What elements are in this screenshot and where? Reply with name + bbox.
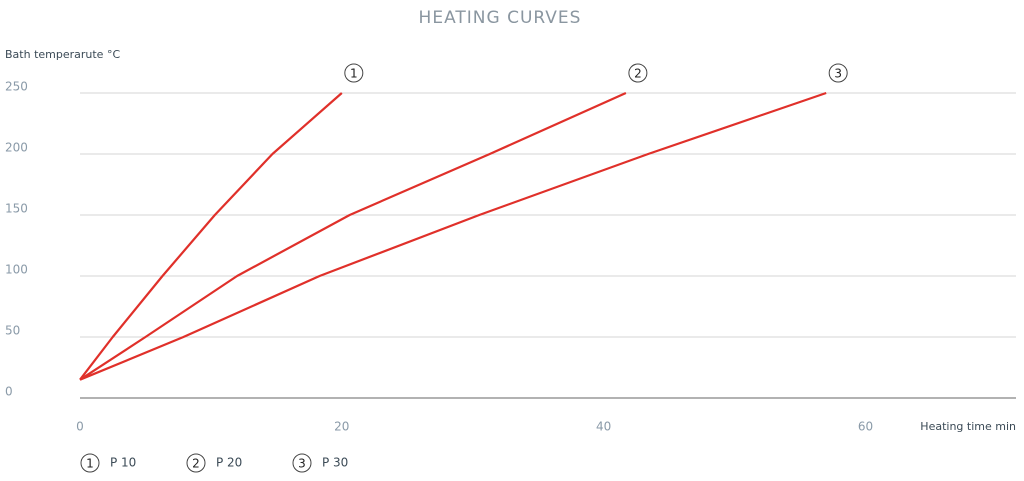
y-tick-label: 50 <box>5 324 20 338</box>
y-tick-label: 200 <box>5 141 28 155</box>
line <box>79 91 627 381</box>
curve-label: 1 <box>350 67 358 81</box>
y-tick-label: 150 <box>5 202 28 216</box>
x-axis-label: Heating time min <box>920 420 1016 433</box>
line <box>79 91 827 381</box>
legend-marker-circle <box>292 453 312 473</box>
curve-label: 2 <box>634 67 642 81</box>
legend-label: P 10 <box>110 456 136 470</box>
y-tick-label: 100 <box>5 263 28 277</box>
curve-label-circle <box>628 63 648 83</box>
x-tick-label: 20 <box>334 420 349 434</box>
chart-title: HEATING CURVES <box>419 8 582 28</box>
curve-label: 3 <box>834 67 842 81</box>
y-tick-label: 0 <box>5 385 13 399</box>
y-tick-label: 250 <box>5 80 28 94</box>
curve-label-circle <box>828 63 848 83</box>
y-axis-label: Bath temperarute °C <box>5 48 120 61</box>
x-tick-label: 60 <box>858 420 873 434</box>
legend-marker-circle <box>80 453 100 473</box>
legend-marker: 1 <box>86 457 94 471</box>
legend-label: P 20 <box>216 456 242 470</box>
curve-label-circle <box>344 63 364 83</box>
x-tick-label: 40 <box>596 420 611 434</box>
x-tick-label: 0 <box>76 420 84 434</box>
line <box>79 92 343 381</box>
legend-label: P 30 <box>322 456 348 470</box>
legend-marker: 3 <box>298 457 306 471</box>
legend-marker: 2 <box>192 457 200 471</box>
legend-marker-circle <box>186 453 206 473</box>
